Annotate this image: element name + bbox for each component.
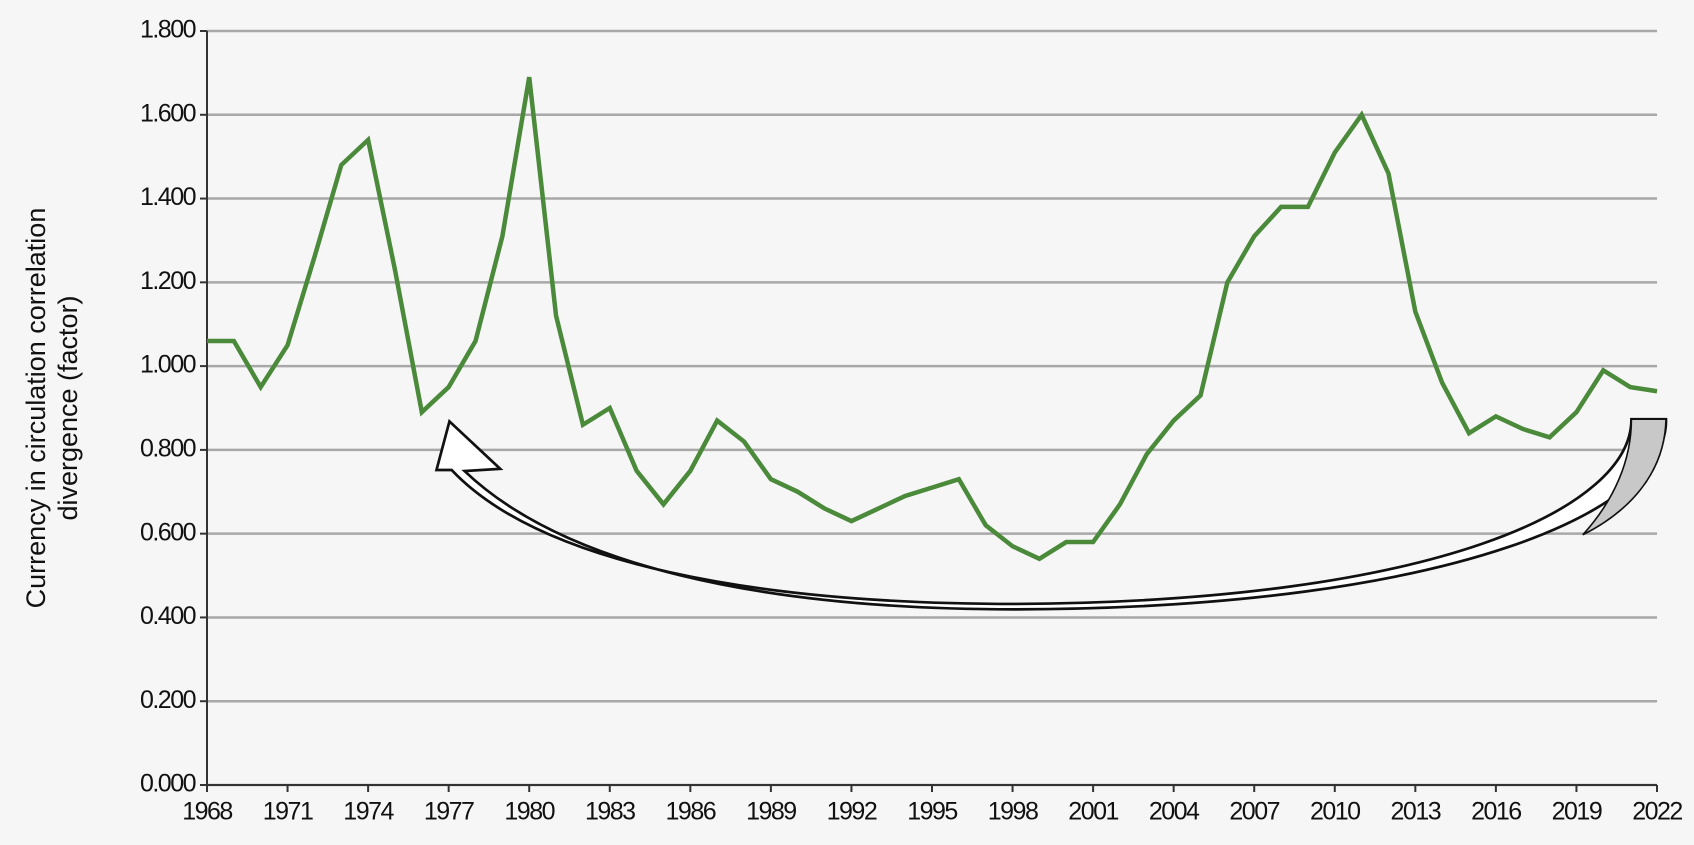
- x-tick-label: 1968: [182, 798, 232, 826]
- arrow-body: [436, 419, 1666, 609]
- y-tick-label: 1.600: [140, 99, 196, 127]
- y-tick-label: 1.400: [140, 183, 196, 211]
- arrow-tail: [1583, 419, 1666, 535]
- y-tick-label: 0.000: [140, 770, 196, 798]
- x-tick-label: 2004: [1149, 798, 1200, 826]
- x-tick-label: 2007: [1229, 798, 1279, 826]
- x-tick-label: 2019: [1552, 798, 1602, 826]
- y-axis-label: divergence (factor): [53, 295, 83, 520]
- x-tick-label: 1995: [907, 798, 957, 826]
- x-tick-label: 1992: [827, 798, 877, 826]
- y-tick-label: 0.200: [140, 686, 196, 714]
- x-tick-label: 1977: [424, 798, 474, 826]
- plot: [207, 77, 1657, 559]
- grid: 0.000 0.200 0.400 0.600 0.800 1.000 1.200 1.400…: [140, 16, 1682, 826]
- chart: Currency in circulation correlation dive…: [0, 0, 1694, 845]
- y-axis-label: Currency in circulation correlation: [21, 208, 51, 609]
- x-tick-label: 1986: [666, 798, 716, 826]
- y-tick-label: 1.000: [140, 351, 196, 379]
- x-tick-label: 1974: [343, 798, 394, 826]
- y-tick-label: 1.200: [140, 267, 196, 295]
- y-tick-label: 0.400: [140, 602, 196, 630]
- x-tick-label: 2013: [1391, 798, 1441, 826]
- x-tick-label: 2022: [1632, 798, 1682, 826]
- x-tick-label: 1971: [263, 798, 313, 826]
- x-tick-label: 2010: [1310, 798, 1360, 826]
- y-tick-label: 1.800: [140, 16, 196, 44]
- x-tick-label: 1989: [746, 798, 796, 826]
- x-tick-label: 1998: [988, 798, 1038, 826]
- data-line: [207, 77, 1657, 559]
- y-tick-label: 0.600: [140, 518, 196, 546]
- x-tick-label: 2016: [1471, 798, 1521, 826]
- x-tick-label: 1983: [585, 798, 635, 826]
- x-tick-label: 2001: [1068, 798, 1118, 826]
- y-tick-label: 0.800: [140, 434, 196, 462]
- x-tick-label: 1980: [504, 798, 554, 826]
- curved-arrow: [436, 419, 1666, 609]
